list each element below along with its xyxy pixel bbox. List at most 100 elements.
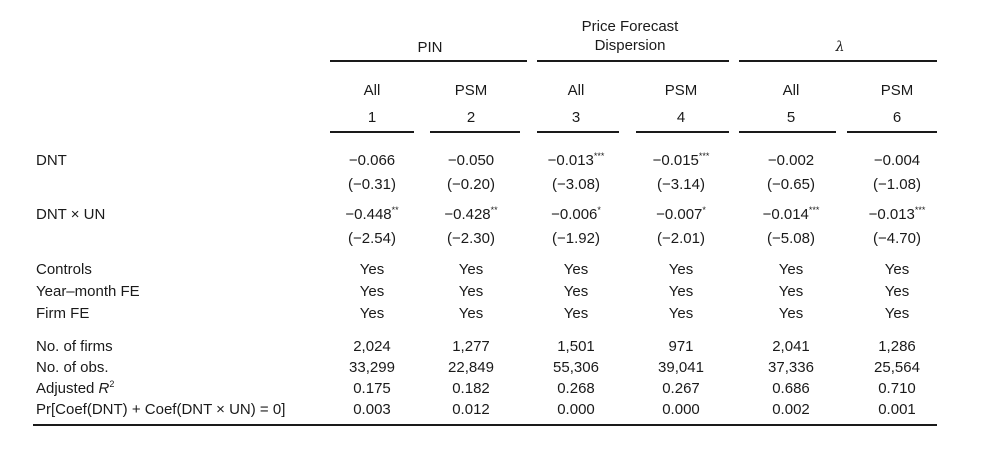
column-number: 2 <box>466 109 476 126</box>
coef-cell: −0.448** <box>345 205 399 224</box>
value-cell: Yes <box>668 283 694 300</box>
tstat-cell: (−0.20) <box>447 176 495 193</box>
coef-cell: −0.066 <box>348 152 396 169</box>
value-cell: Yes <box>778 305 804 322</box>
tstat-cell: (−3.14) <box>657 176 705 193</box>
value-cell: 33,299 <box>349 359 395 376</box>
column-number: 4 <box>676 109 686 126</box>
value-cell: 25,564 <box>874 359 920 376</box>
value-cell: 0.002 <box>772 401 810 418</box>
row-label-dnt-un: DNT × UN <box>36 206 106 223</box>
row-label-dnt: DNT <box>36 152 67 169</box>
value-cell: 0.268 <box>557 380 595 397</box>
tstat-cell: (−4.70) <box>873 230 921 247</box>
value-cell: 0.175 <box>353 380 391 397</box>
sample-label: All <box>782 82 800 99</box>
value-cell: Yes <box>668 261 694 278</box>
group-rule-pfd <box>537 60 729 62</box>
value-cell: 37,336 <box>768 359 814 376</box>
value-cell: Yes <box>668 305 694 322</box>
tstat-cell: (−2.30) <box>447 230 495 247</box>
column-number: 1 <box>367 109 377 126</box>
value-cell: Yes <box>458 305 484 322</box>
value-cell: 0.003 <box>353 401 391 418</box>
column-rule <box>847 131 937 133</box>
column-number: 6 <box>892 109 902 126</box>
coef-cell: −0.015*** <box>652 151 710 170</box>
tstat-cell: (−2.54) <box>348 230 396 247</box>
row-label-controls: Controls <box>36 261 92 278</box>
value-cell: Yes <box>458 261 484 278</box>
value-cell: 971 <box>668 338 694 355</box>
value-cell: 0.000 <box>662 401 700 418</box>
coef-cell: −0.004 <box>873 152 921 169</box>
row-label-no-of-obs: No. of obs. <box>36 359 109 376</box>
row-label-no-of-firms: No. of firms <box>36 338 113 355</box>
value-cell: Yes <box>884 283 910 300</box>
column-number: 5 <box>786 109 796 126</box>
value-cell: Yes <box>359 261 385 278</box>
value-cell: 1,501 <box>557 338 595 355</box>
value-cell: 0.710 <box>878 380 916 397</box>
sample-label: PSM <box>880 82 914 99</box>
value-cell: 0.001 <box>878 401 916 418</box>
value-cell: 0.012 <box>452 401 490 418</box>
value-cell: Yes <box>563 283 589 300</box>
value-cell: Yes <box>458 283 484 300</box>
coef-cell: −0.007* <box>656 205 706 224</box>
value-cell: Yes <box>884 305 910 322</box>
value-cell: 55,306 <box>553 359 599 376</box>
value-cell: 0.182 <box>452 380 490 397</box>
coef-cell: −0.002 <box>767 152 815 169</box>
coef-cell: −0.428** <box>444 205 498 224</box>
column-number: 3 <box>571 109 581 126</box>
tstat-cell: (−0.65) <box>767 176 815 193</box>
value-cell: 0.000 <box>557 401 595 418</box>
sample-label: PSM <box>454 82 488 99</box>
group-header-lambda: λ <box>835 39 845 55</box>
column-rule <box>537 131 619 133</box>
value-cell: Yes <box>778 283 804 300</box>
group-header-line1: Price Forecast <box>581 18 679 35</box>
sample-label: PSM <box>664 82 698 99</box>
column-rule <box>430 131 520 133</box>
table-bottom-rule <box>33 424 937 426</box>
group-header-pin: PIN <box>417 39 443 56</box>
tstat-cell: (−2.01) <box>657 230 705 247</box>
value-cell: Yes <box>563 305 589 322</box>
value-cell: Yes <box>359 283 385 300</box>
value-cell: Yes <box>359 305 385 322</box>
row-label-year-month-fe: Year–month FE <box>36 283 140 300</box>
tstat-cell: (−1.92) <box>552 230 600 247</box>
group-rule-pin <box>330 60 527 62</box>
coef-cell: −0.014*** <box>762 205 820 224</box>
column-rule <box>739 131 836 133</box>
value-cell: 22,849 <box>448 359 494 376</box>
tstat-cell: (−0.31) <box>348 176 396 193</box>
value-cell: Yes <box>884 261 910 278</box>
row-label-pr-test: Pr[Coef(DNT) + Coef(DNT × UN) = 0] <box>36 401 286 418</box>
row-label-adjusted-r2: Adjusted R2 <box>36 379 115 398</box>
coef-cell: −0.050 <box>447 152 495 169</box>
value-cell: 0.267 <box>662 380 700 397</box>
value-cell: Yes <box>778 261 804 278</box>
column-rule <box>636 131 729 133</box>
value-cell: Yes <box>563 261 589 278</box>
sample-label: All <box>567 82 585 99</box>
column-rule <box>330 131 414 133</box>
coef-cell: −0.006* <box>551 205 601 224</box>
value-cell: 2,024 <box>353 338 391 355</box>
tstat-cell: (−1.08) <box>873 176 921 193</box>
value-cell: 1,286 <box>878 338 916 355</box>
tstat-cell: (−5.08) <box>767 230 815 247</box>
value-cell: 39,041 <box>658 359 704 376</box>
group-header-price-forecast-dispersion: Price Forecast Dispersion <box>560 17 700 55</box>
coef-cell: −0.013*** <box>547 151 605 170</box>
group-rule-lambda <box>739 60 937 62</box>
value-cell: 2,041 <box>772 338 810 355</box>
tstat-cell: (−3.08) <box>552 176 600 193</box>
group-header-line2: Dispersion <box>594 37 666 54</box>
row-label-firm-fe: Firm FE <box>36 305 90 322</box>
value-cell: 1,277 <box>452 338 490 355</box>
value-cell: 0.686 <box>772 380 810 397</box>
